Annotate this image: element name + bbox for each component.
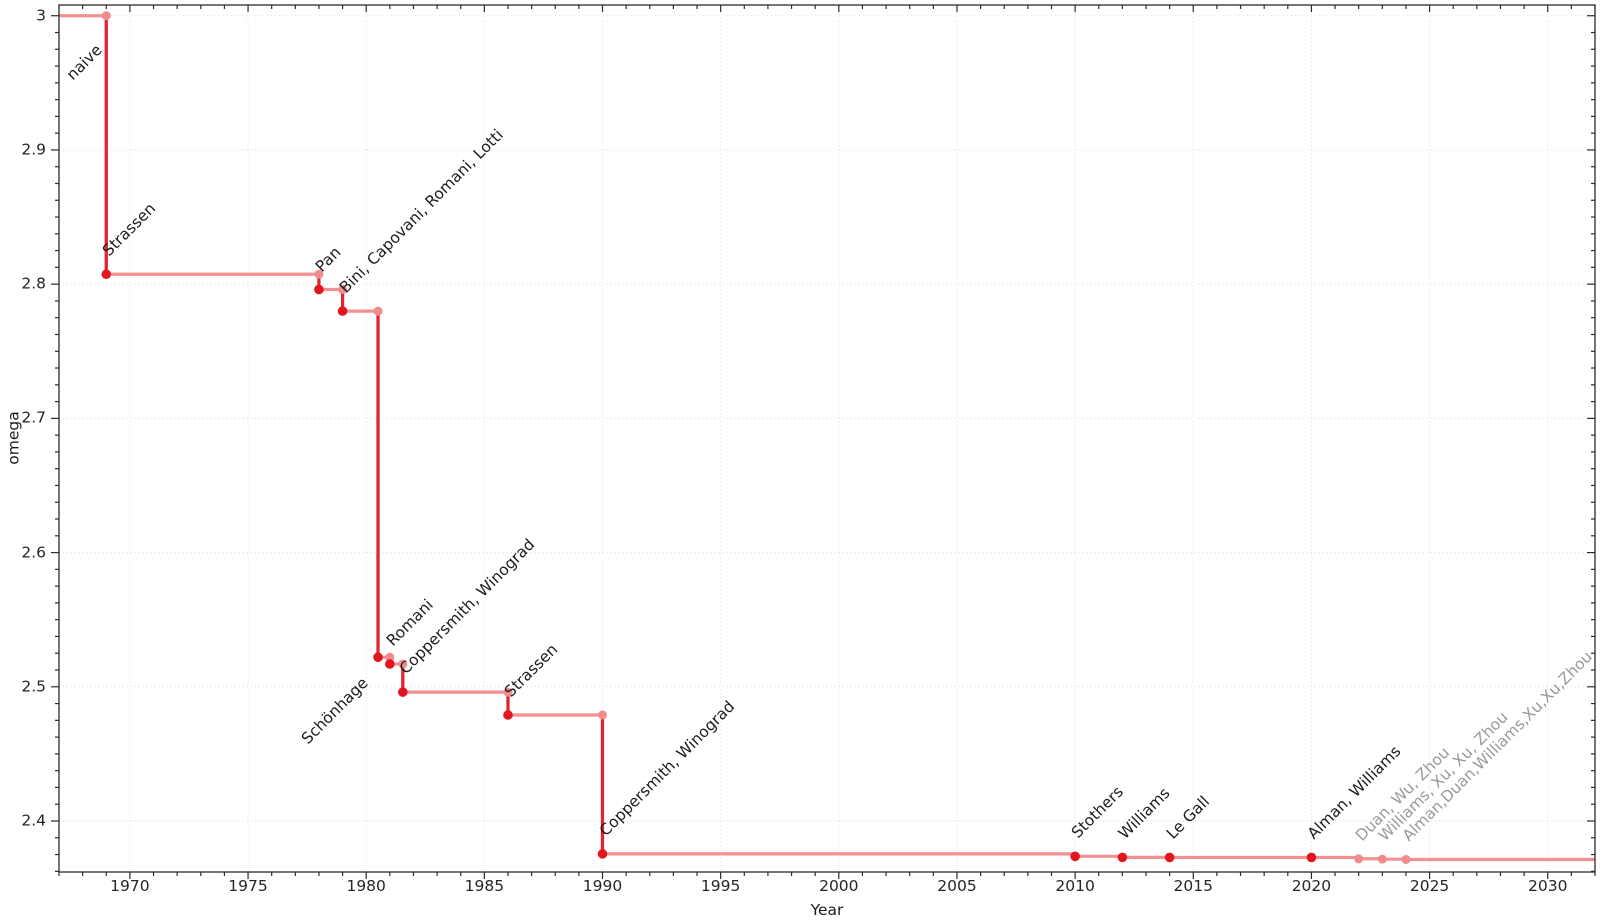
result-marker xyxy=(1377,854,1387,864)
previous-bound-marker xyxy=(338,285,348,295)
previous-bound-marker xyxy=(385,652,395,662)
result-marker xyxy=(385,659,395,669)
result-marker xyxy=(101,269,112,280)
result-marker xyxy=(1164,852,1175,863)
plot-frame xyxy=(58,4,1596,873)
result-marker xyxy=(597,849,608,859)
result-marker xyxy=(1401,854,1411,864)
result-marker xyxy=(1354,854,1364,864)
previous-bound-marker xyxy=(503,687,513,697)
previous-bound-marker xyxy=(373,306,383,316)
previous-bound-marker xyxy=(101,11,111,21)
result-marker xyxy=(1070,851,1080,862)
result-marker xyxy=(1306,852,1317,863)
result-marker xyxy=(337,306,348,316)
omega-step-line xyxy=(59,14,1595,862)
result-marker xyxy=(373,652,383,663)
result-marker xyxy=(503,710,513,720)
previous-bound-marker xyxy=(398,659,408,669)
result-marker xyxy=(1117,852,1128,863)
previous-bound-marker xyxy=(598,710,608,720)
previous-bound-marker xyxy=(314,269,324,279)
result-marker xyxy=(314,284,324,295)
result-marker xyxy=(398,687,408,697)
